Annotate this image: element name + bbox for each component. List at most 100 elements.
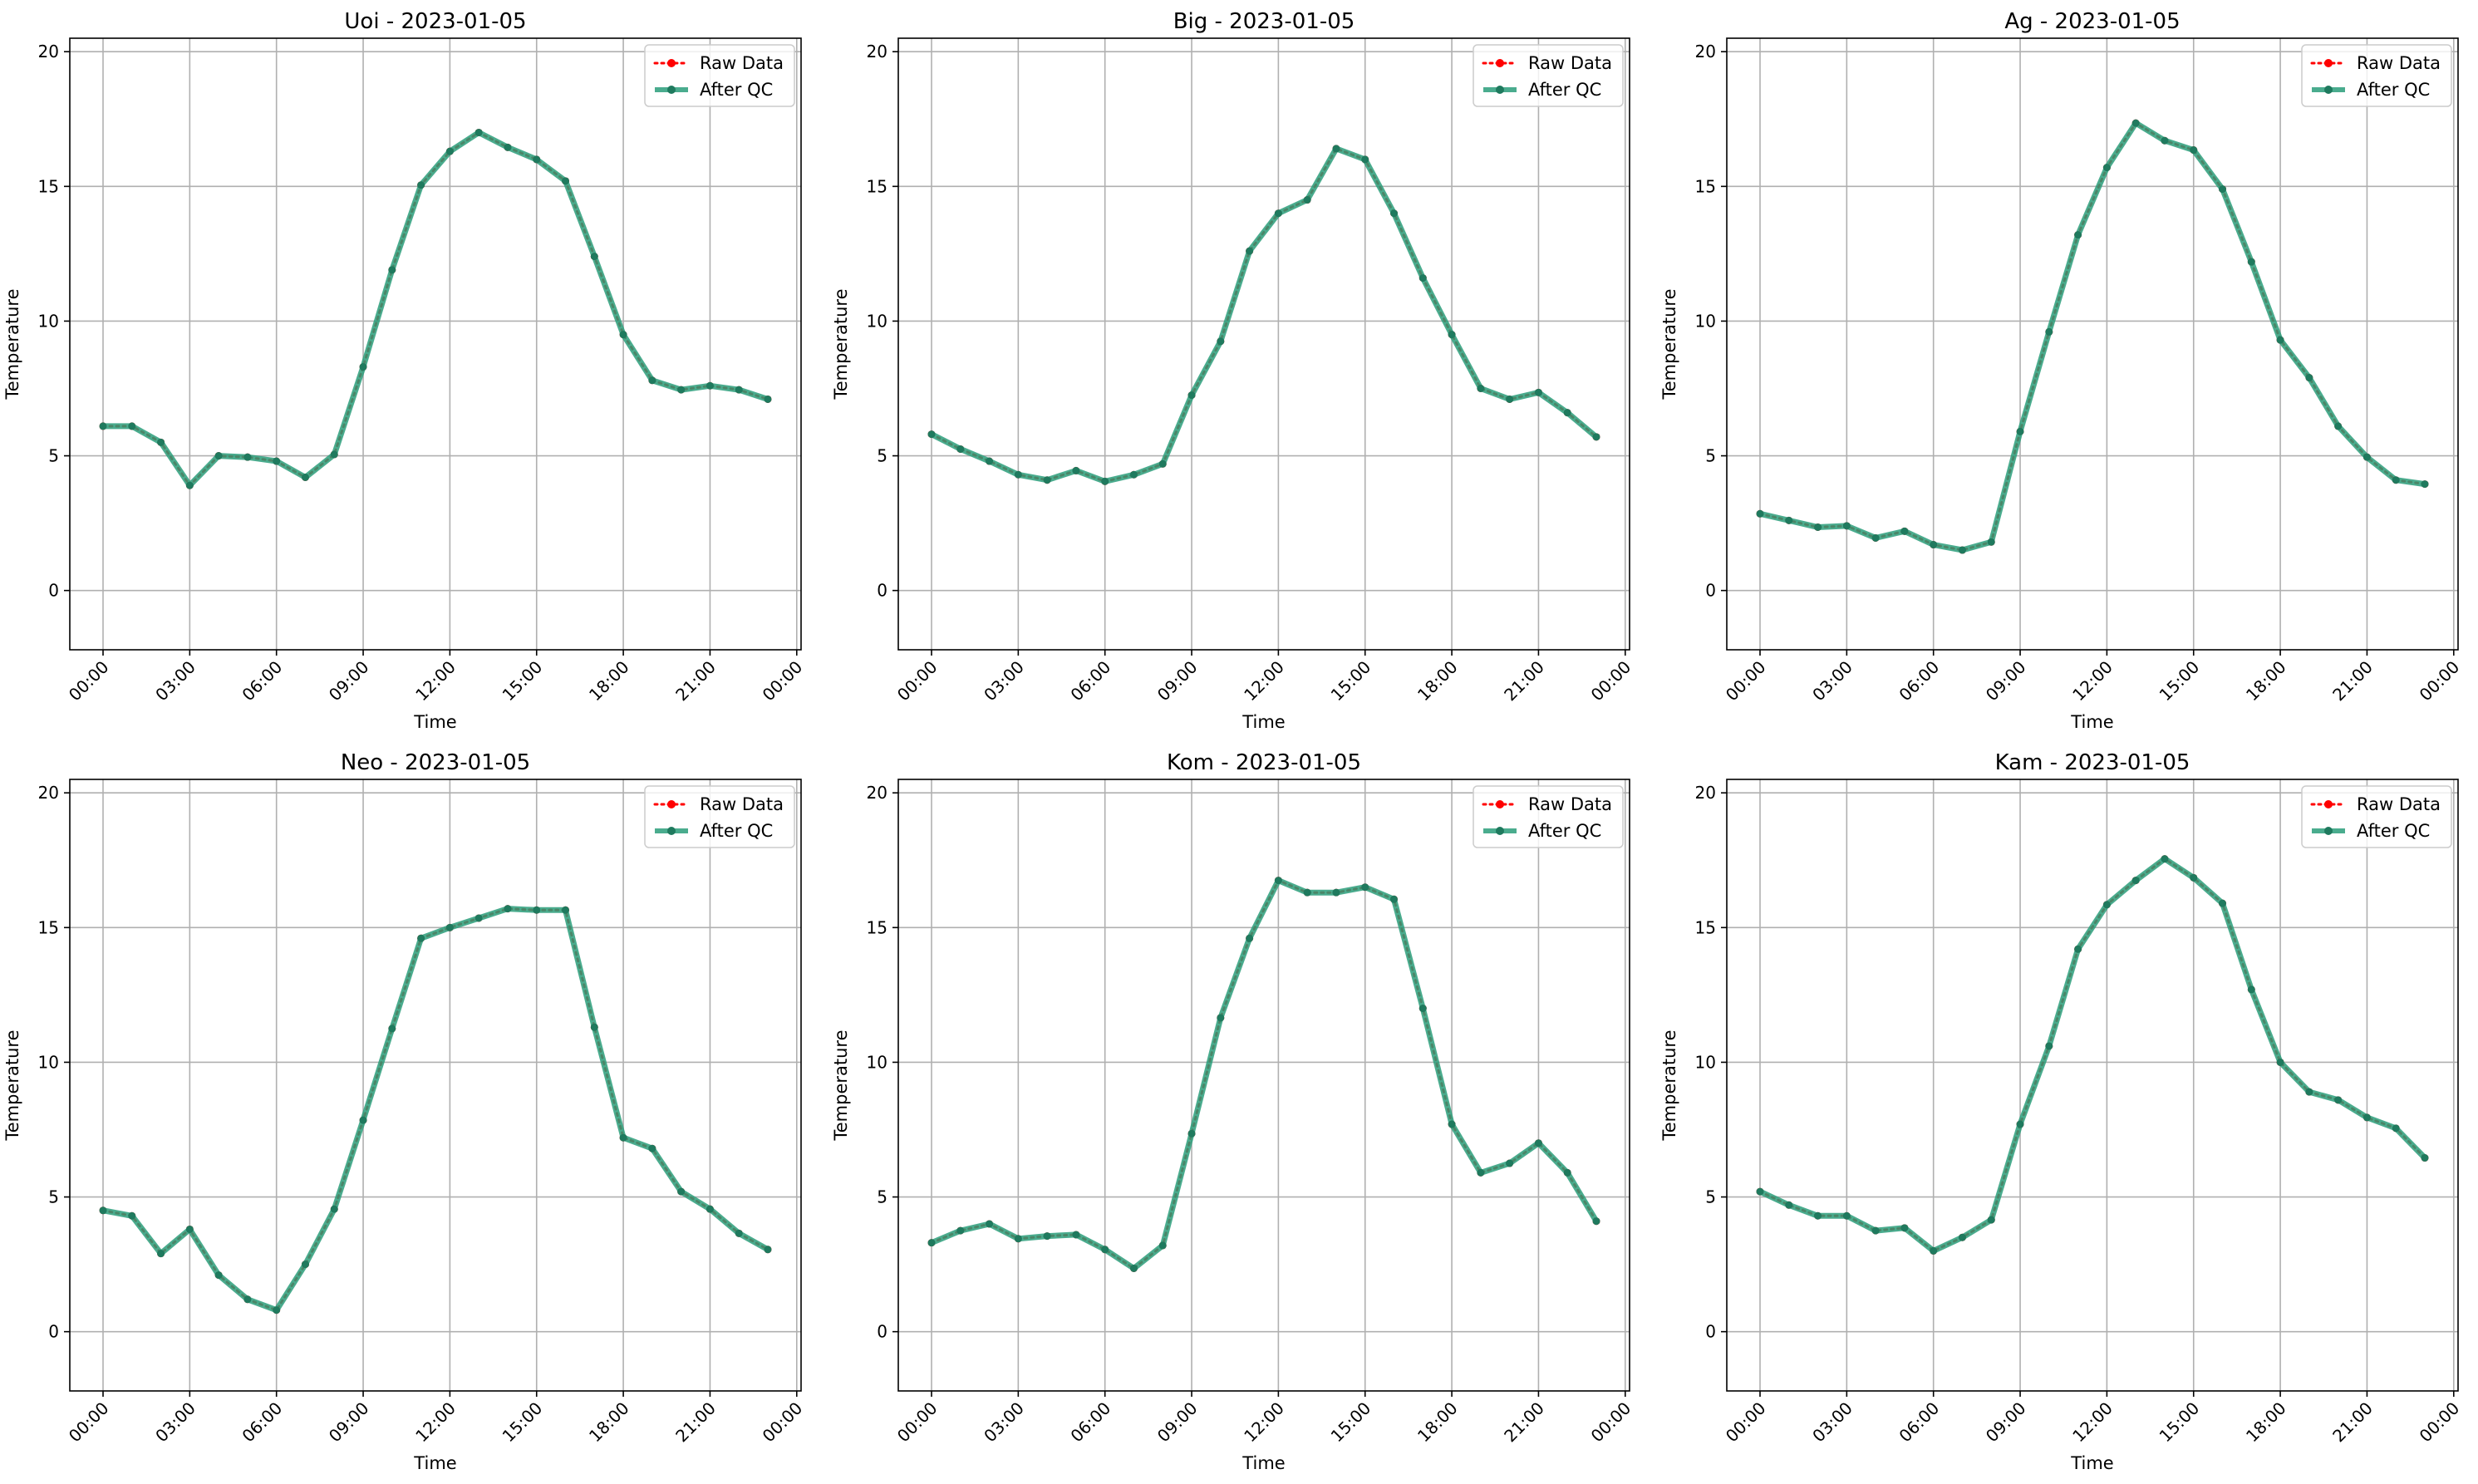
- y-axis-label: Temperature: [831, 288, 851, 400]
- y-tick-label: 5: [1705, 446, 1716, 466]
- y-axis-label: Temperature: [1659, 288, 1679, 400]
- data-point-qc: [2334, 1096, 2343, 1104]
- y-tick-label: 10: [867, 1052, 887, 1072]
- chart-panel-1: 0 5 10 15 20 00:00 03:00 06:00 09:00 12:00 15:00 18…: [2, 9, 806, 732]
- legend: Raw Data After QC: [2301, 44, 2452, 107]
- grid: [898, 779, 1630, 1391]
- y-tick-label: 5: [48, 446, 59, 466]
- data-point-qc: [927, 1239, 936, 1247]
- legend-label-qc: After QC: [2357, 80, 2430, 100]
- x-tick-label: 00:00: [1722, 1398, 1770, 1447]
- data-point-qc: [1043, 1232, 1051, 1241]
- legend-marker-raw: [2324, 59, 2333, 67]
- series-line-qc: [102, 906, 769, 1314]
- series-line-raw: [930, 147, 1598, 483]
- y-tick-label: 5: [877, 446, 887, 466]
- chart-panel-3: 0 5 10 15 20 00:00 03:00 06:00 09:00 12:00 15:00 18…: [1659, 9, 2463, 732]
- axes-frame: [1726, 37, 2459, 651]
- series-line-qc: [1759, 120, 2426, 553]
- x-tick-label: 03:00: [1808, 1398, 1856, 1447]
- chart-panel-2: 0 5 10 15 20 00:00 03:00 06:00 09:00 12:00 15:00 18…: [831, 9, 1635, 732]
- data-point-qc: [388, 266, 396, 274]
- data-point-qc: [2131, 877, 2140, 885]
- legend-label-qc: After QC: [700, 821, 773, 841]
- x-tick-label: 12:00: [2068, 657, 2117, 705]
- data-point-qc: [2305, 1088, 2313, 1096]
- data-point-qc: [1900, 527, 1909, 535]
- y-tick-label: 15: [38, 917, 59, 937]
- x-axis-label: Time: [413, 1453, 456, 1473]
- data-point-qc: [1987, 538, 1995, 546]
- data-point-qc: [1958, 1233, 1966, 1241]
- data-point-qc: [185, 1225, 194, 1233]
- series-line-raw: [1758, 857, 2426, 1253]
- x-tick-label: 00:00: [65, 1398, 113, 1447]
- data-point-qc: [677, 386, 686, 394]
- y-tick-label: 20: [867, 42, 887, 61]
- axes-frame: [897, 779, 1630, 1392]
- series-raw-data: [1756, 119, 2429, 554]
- data-point-qc: [2219, 185, 2227, 194]
- chart-title: Kom - 2023-01-05: [1167, 750, 1361, 775]
- data-point-qc: [533, 906, 541, 914]
- data-point-qc: [417, 181, 425, 189]
- x-tick-label: 06:00: [1067, 657, 1115, 705]
- data-point-qc: [2305, 374, 2313, 382]
- data-point-qc: [2362, 453, 2371, 461]
- data-point-qc: [2102, 164, 2111, 172]
- data-point-qc: [1101, 477, 1109, 485]
- data-point-qc: [986, 457, 994, 465]
- data-point-qc: [1361, 155, 1369, 164]
- data-point-qc: [157, 1250, 165, 1258]
- data-point-qc: [1900, 1224, 1909, 1232]
- y-tick-label: 15: [867, 176, 887, 196]
- y-axis-label: Temperature: [1659, 1029, 1679, 1141]
- x-tick-label: 18:00: [1414, 657, 1462, 705]
- chart-title: Neo - 2023-01-05: [341, 750, 530, 775]
- y-tick-label: 0: [877, 1322, 887, 1342]
- data-point-qc: [1506, 1159, 1514, 1167]
- data-point-qc: [1563, 1168, 1571, 1177]
- x-tick-label: 00:00: [1722, 657, 1770, 705]
- y-tick-label: 15: [1695, 917, 1716, 937]
- data-point-qc: [273, 1306, 281, 1314]
- x-tick-label: 12:00: [411, 1398, 460, 1447]
- data-point-qc: [1390, 209, 1399, 218]
- data-point-qc: [330, 1205, 338, 1213]
- x-tick-label: 15:00: [1327, 1398, 1375, 1447]
- data-point-qc: [273, 457, 281, 465]
- data-point-qc: [1756, 1187, 1764, 1196]
- legend-label-qc: After QC: [1528, 821, 1601, 841]
- legend: Raw Data After QC: [644, 44, 795, 107]
- y-tick-label: 20: [867, 783, 887, 803]
- y-tick-label: 20: [38, 783, 59, 803]
- data-point-qc: [1418, 274, 1427, 283]
- series-after-qc: [99, 905, 772, 1314]
- x-tick-label: 09:00: [325, 1398, 373, 1447]
- data-point-qc: [1534, 1139, 1542, 1147]
- data-point-qc: [735, 386, 743, 394]
- x-tick-label: 06:00: [238, 1398, 287, 1447]
- data-point-qc: [562, 177, 570, 185]
- data-point-qc: [1506, 395, 1514, 403]
- data-point-qc: [2045, 1042, 2053, 1050]
- x-tick-label: 03:00: [151, 1398, 199, 1447]
- y-axis-label: Temperature: [2, 288, 22, 400]
- y-tick-label: 5: [1705, 1187, 1716, 1207]
- data-point-qc: [474, 914, 483, 922]
- data-point-qc: [1274, 877, 1282, 885]
- data-point-qc: [1072, 1231, 1080, 1239]
- y-tick-label: 0: [48, 1322, 59, 1342]
- legend-marker-qc: [667, 827, 676, 835]
- x-tick-label: 18:00: [2242, 1398, 2290, 1447]
- data-point-qc: [1361, 883, 1369, 892]
- x-tick-label: 00:00: [893, 1398, 942, 1447]
- data-point-qc: [1930, 541, 1938, 549]
- data-point-qc: [927, 430, 936, 439]
- axes-frame: [69, 37, 802, 651]
- data-point-qc: [301, 473, 309, 481]
- series-line-qc: [930, 145, 1599, 484]
- data-point-qc: [706, 381, 714, 390]
- grid: [70, 38, 801, 650]
- y-tick-label: 0: [877, 581, 887, 601]
